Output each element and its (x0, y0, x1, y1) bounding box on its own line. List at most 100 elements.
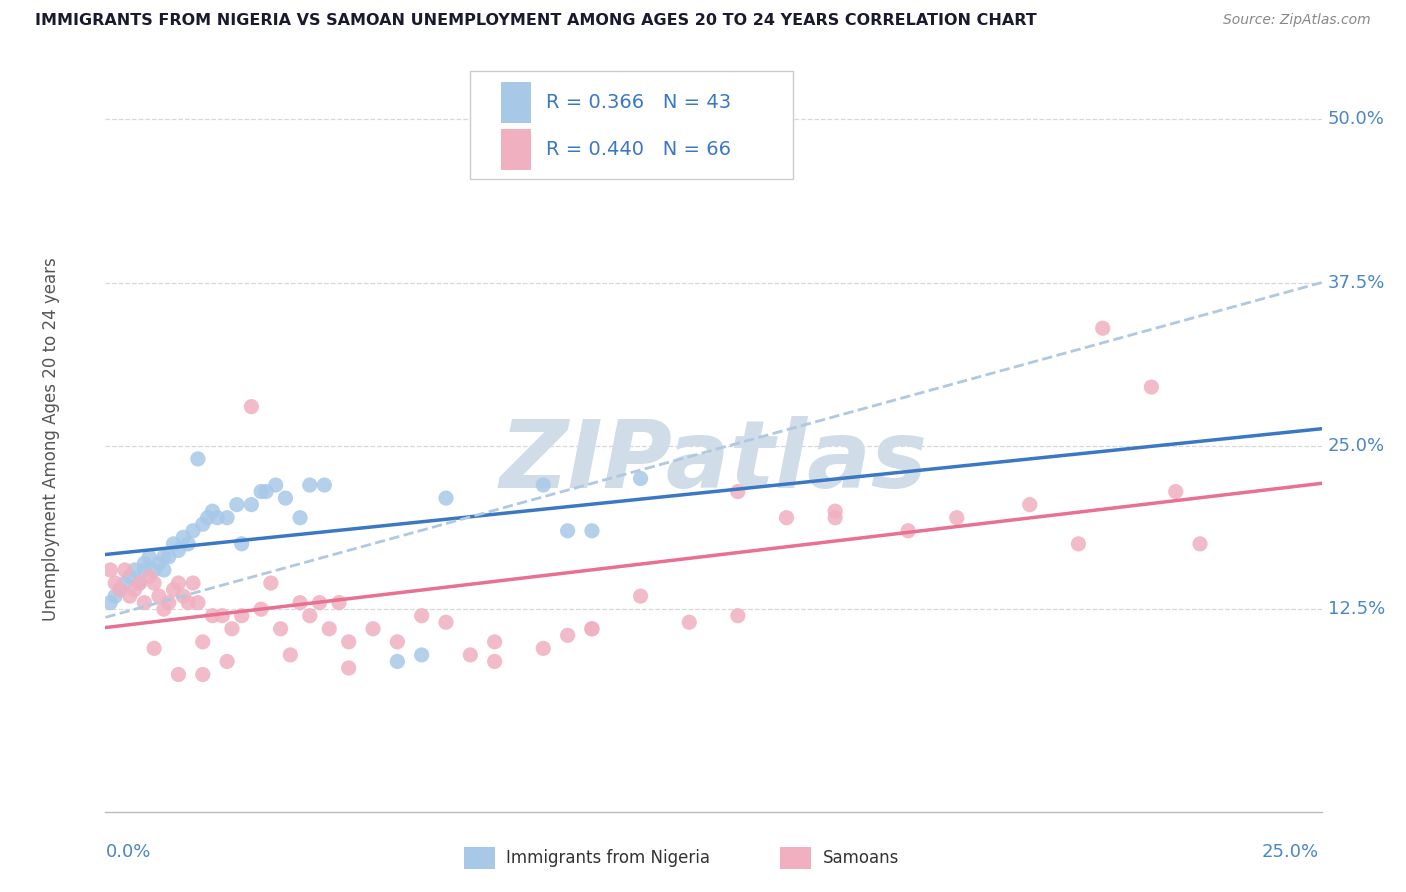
Point (124, 563, 146, 577)
Point (298, 608, 321, 623)
Point (108, 582, 131, 597)
Point (177, 596, 200, 610)
Point (484, 655, 506, 669)
Point (207, 510, 229, 524)
Point (191, 635, 214, 649)
Text: R = 0.366   N = 43: R = 0.366 N = 43 (546, 93, 731, 112)
Point (177, 537, 200, 551)
FancyBboxPatch shape (470, 70, 793, 178)
Point (104, 576, 127, 591)
Text: R = 0.440   N = 66: R = 0.440 N = 66 (546, 140, 731, 160)
Point (314, 478, 336, 492)
Point (167, 667, 190, 681)
Point (274, 491, 297, 505)
Point (318, 622, 340, 636)
Point (250, 602, 273, 616)
Point (167, 576, 190, 591)
Point (581, 524, 603, 538)
Point (217, 510, 239, 524)
Point (143, 576, 166, 591)
Point (727, 484, 749, 499)
Point (134, 596, 156, 610)
Point (240, 400, 263, 414)
Point (138, 569, 160, 583)
Point (250, 484, 273, 499)
Point (187, 451, 209, 466)
Point (187, 596, 209, 610)
Point (143, 641, 166, 656)
Point (172, 530, 194, 544)
Text: IMMIGRANTS FROM NIGERIA VS SAMOAN UNEMPLOYMENT AMONG AGES 20 TO 24 YEARS CORRELA: IMMIGRANTS FROM NIGERIA VS SAMOAN UNEMPL… (35, 13, 1036, 29)
Text: Unemployment Among Ages 20 to 24 years: Unemployment Among Ages 20 to 24 years (42, 258, 59, 621)
Point (138, 549, 160, 564)
Point (148, 557, 170, 571)
Point (727, 608, 749, 623)
Point (108, 582, 131, 597)
Point (217, 655, 239, 669)
FancyBboxPatch shape (501, 129, 531, 170)
Point (197, 510, 219, 524)
Point (270, 622, 292, 636)
Point (98, 596, 121, 610)
Point (411, 648, 433, 662)
Point (557, 628, 579, 642)
Point (181, 524, 204, 538)
Text: 25.0%: 25.0% (1261, 843, 1319, 861)
Point (264, 478, 287, 492)
Point (775, 510, 797, 524)
Point (254, 484, 277, 499)
Text: 12.5%: 12.5% (1327, 600, 1385, 618)
Point (201, 608, 224, 623)
Point (157, 596, 180, 610)
Point (231, 537, 253, 551)
Point (630, 589, 652, 603)
Point (278, 648, 301, 662)
Point (231, 608, 253, 623)
Point (1140, 380, 1163, 394)
Point (118, 589, 141, 603)
FancyBboxPatch shape (501, 82, 531, 123)
Point (221, 622, 243, 636)
Point (225, 498, 247, 512)
Point (308, 596, 330, 610)
Point (157, 549, 180, 564)
Point (153, 549, 176, 564)
Point (201, 504, 224, 518)
Point (337, 635, 360, 649)
Point (678, 615, 700, 630)
Text: ZIPatlas: ZIPatlas (499, 416, 928, 508)
Point (260, 576, 283, 591)
Point (434, 615, 457, 630)
Point (153, 563, 176, 577)
Point (288, 510, 311, 524)
Text: 0.0%: 0.0% (105, 843, 150, 861)
Point (143, 563, 166, 577)
Point (945, 510, 967, 524)
Point (458, 648, 481, 662)
Point (172, 589, 194, 603)
Point (328, 596, 350, 610)
Point (387, 655, 409, 669)
Point (124, 582, 146, 597)
Point (1189, 537, 1212, 551)
Point (824, 510, 846, 524)
Point (162, 582, 184, 597)
Text: Samoans: Samoans (823, 849, 898, 867)
Point (153, 602, 176, 616)
Point (1018, 498, 1040, 512)
Point (181, 576, 204, 591)
Point (134, 563, 156, 577)
Point (434, 491, 457, 505)
Point (411, 608, 433, 623)
Point (1067, 537, 1090, 551)
Point (288, 596, 311, 610)
Point (134, 557, 156, 571)
Point (162, 537, 184, 551)
Point (824, 504, 846, 518)
Point (211, 608, 233, 623)
Point (361, 622, 384, 636)
Point (581, 622, 603, 636)
Text: Immigrants from Nigeria: Immigrants from Nigeria (506, 849, 710, 867)
Point (240, 498, 263, 512)
Point (387, 635, 409, 649)
